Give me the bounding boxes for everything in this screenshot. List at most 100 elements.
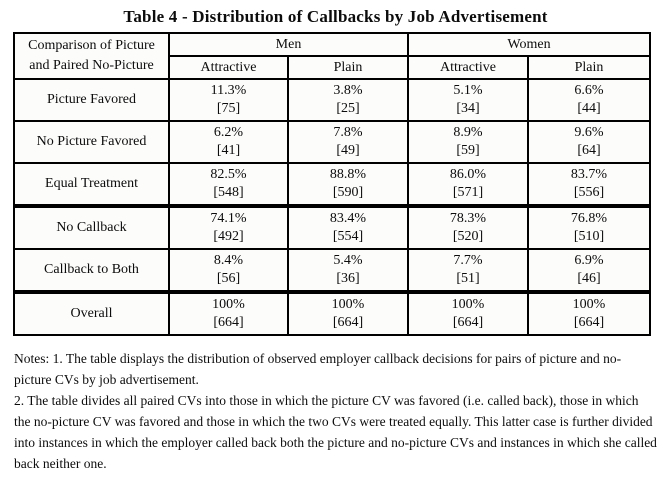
sub-header-row: Attractive Plain Attractive Plain	[14, 55, 651, 80]
data-cell: 3.8% [25]	[287, 78, 409, 122]
table-notes: Notes: 1. The table displays the distrib…	[14, 348, 657, 479]
row-label: Overall	[13, 290, 170, 336]
data-cell: 11.3% [75]	[168, 78, 289, 122]
cell-percentage: 100%	[572, 297, 606, 312]
cell-count: [520]	[452, 229, 484, 244]
data-cell: 83.4% [554]	[287, 204, 409, 250]
cell-count: [75]	[216, 101, 241, 116]
callbacks-table: Comparison of Picture and Paired No-Pict…	[13, 32, 651, 336]
row-label: No Callback	[13, 204, 170, 250]
cell-percentage: 100%	[451, 297, 485, 312]
cell-count: [49]	[336, 143, 360, 158]
cell-count: [44]	[577, 101, 601, 116]
data-cell: 5.4% [36]	[287, 248, 409, 293]
corner-header-line1: Comparison of Picture	[28, 38, 155, 53]
cell-count: [664]	[452, 315, 484, 330]
cell-percentage: 83.4%	[329, 211, 367, 226]
cell-percentage: 88.8%	[329, 167, 367, 182]
cell-percentage: 74.1%	[210, 211, 247, 226]
data-cell: 8.4% [56]	[168, 248, 289, 293]
cell-percentage: 9.6%	[574, 125, 604, 140]
table-title: Table 4 - Distribution of Callbacks by J…	[123, 7, 548, 26]
cell-count: [664]	[332, 315, 364, 330]
row-label: No Picture Favored	[13, 120, 170, 164]
data-cell: 100% [664]	[168, 290, 289, 336]
table-row-overall: Overall 100% [664] 100% [664] 100% [664] 10…	[13, 290, 651, 336]
corner-header-line2: and Paired No-Picture	[29, 58, 154, 73]
cell-percentage: 5.1%	[453, 83, 483, 98]
note-3: 3. Number of job ads appears in parenthe…	[14, 474, 657, 479]
group-header-row: Comparison of Picture and Paired No-Pict…	[13, 32, 651, 80]
cell-percentage: 11.3%	[210, 83, 247, 98]
cell-count: [51]	[456, 271, 480, 286]
cell-percentage: 8.4%	[213, 253, 244, 268]
group-header-men: Men	[168, 32, 409, 57]
row-label: Equal Treatment	[13, 162, 170, 207]
corner-header-cell: Comparison of Picture and Paired No-Pict…	[13, 32, 170, 80]
note-1: Notes: 1. The table displays the distrib…	[14, 351, 622, 387]
data-cell: 86.0% [571]	[407, 162, 529, 207]
subheader-men-plain: Plain	[287, 55, 409, 80]
row-label: Picture Favored	[13, 78, 170, 122]
cell-percentage: 7.7%	[453, 253, 483, 268]
data-cell: 6.6% [44]	[527, 78, 651, 122]
table-row-no-callback: No Callback 74.1% [492] 83.4% [554] 78.3% […	[13, 204, 651, 250]
data-cell: 9.6% [64]	[527, 120, 651, 164]
cell-count: [664]	[213, 315, 244, 330]
data-cell: 83.7% [556]	[527, 162, 651, 207]
data-cell: 74.1% [492]	[168, 204, 289, 250]
row-label: Callback to Both	[13, 248, 170, 293]
data-cell: 82.5% [548]	[168, 162, 289, 207]
data-cell: 8.9% [59]	[407, 120, 529, 164]
data-cell: 100% [664]	[527, 290, 651, 336]
table-row-no-picture-favored: No Picture Favored 6.2% [41] 7.8% [49] 8.9…	[13, 120, 651, 164]
cell-percentage: 83.7%	[570, 167, 608, 182]
cell-percentage: 5.4%	[333, 253, 363, 268]
table-row-callback-to-both: Callback to Both 8.4% [56] 5.4% [36] 7.7% […	[13, 248, 651, 293]
cell-percentage: 6.2%	[213, 125, 244, 140]
data-cell: 7.7% [51]	[407, 248, 529, 293]
cell-count: [34]	[456, 101, 480, 116]
cell-count: [56]	[216, 271, 241, 286]
cell-count: [556]	[573, 185, 605, 200]
data-cell: 7.8% [49]	[287, 120, 409, 164]
cell-percentage: 6.6%	[574, 83, 604, 98]
cell-count: [59]	[456, 143, 480, 158]
cell-count: [46]	[577, 271, 601, 286]
cell-percentage: 3.8%	[333, 83, 363, 98]
cell-count: [64]	[577, 143, 601, 158]
table-row-equal-treatment: Equal Treatment 82.5% [548] 88.8% [590] 86…	[13, 162, 651, 207]
cell-count: [41]	[216, 143, 241, 158]
data-cell: 78.3% [520]	[407, 204, 529, 250]
cell-percentage: 76.8%	[570, 211, 608, 226]
data-cell: 100% [664]	[287, 290, 409, 336]
cell-count: [664]	[573, 315, 605, 330]
subheader-women-plain: Plain	[527, 55, 651, 80]
cell-count: [492]	[213, 229, 244, 244]
cell-percentage: 100%	[212, 297, 245, 312]
data-cell: 100% [664]	[407, 290, 529, 336]
cell-count: [36]	[336, 271, 360, 286]
table-row-picture-favored: Picture Favored 11.3% [75] 3.8% [25] 5.1% […	[13, 78, 651, 122]
subheader-men-attractive: Attractive	[168, 55, 289, 80]
cell-percentage: 8.9%	[453, 125, 483, 140]
data-cell: 6.9% [46]	[527, 248, 651, 293]
cell-percentage: 86.0%	[449, 167, 487, 182]
data-cell: 88.8% [590]	[287, 162, 409, 207]
cell-count: [571]	[452, 185, 484, 200]
cell-count: [25]	[336, 101, 360, 116]
cell-percentage: 82.5%	[210, 167, 247, 182]
data-cell: 76.8% [510]	[527, 204, 651, 250]
group-header-women: Women	[407, 32, 651, 57]
cell-percentage: 100%	[331, 297, 365, 312]
subheader-women-attractive: Attractive	[407, 55, 529, 80]
note-2: 2. The table divides all paired CVs into…	[14, 393, 657, 471]
cell-count: [590]	[332, 185, 364, 200]
data-cell: 5.1% [34]	[407, 78, 529, 122]
data-cell: 6.2% [41]	[168, 120, 289, 164]
cell-percentage: 7.8%	[333, 125, 363, 140]
cell-percentage: 6.9%	[574, 253, 604, 268]
cell-count: [554]	[332, 229, 364, 244]
cell-percentage: 78.3%	[449, 211, 487, 226]
